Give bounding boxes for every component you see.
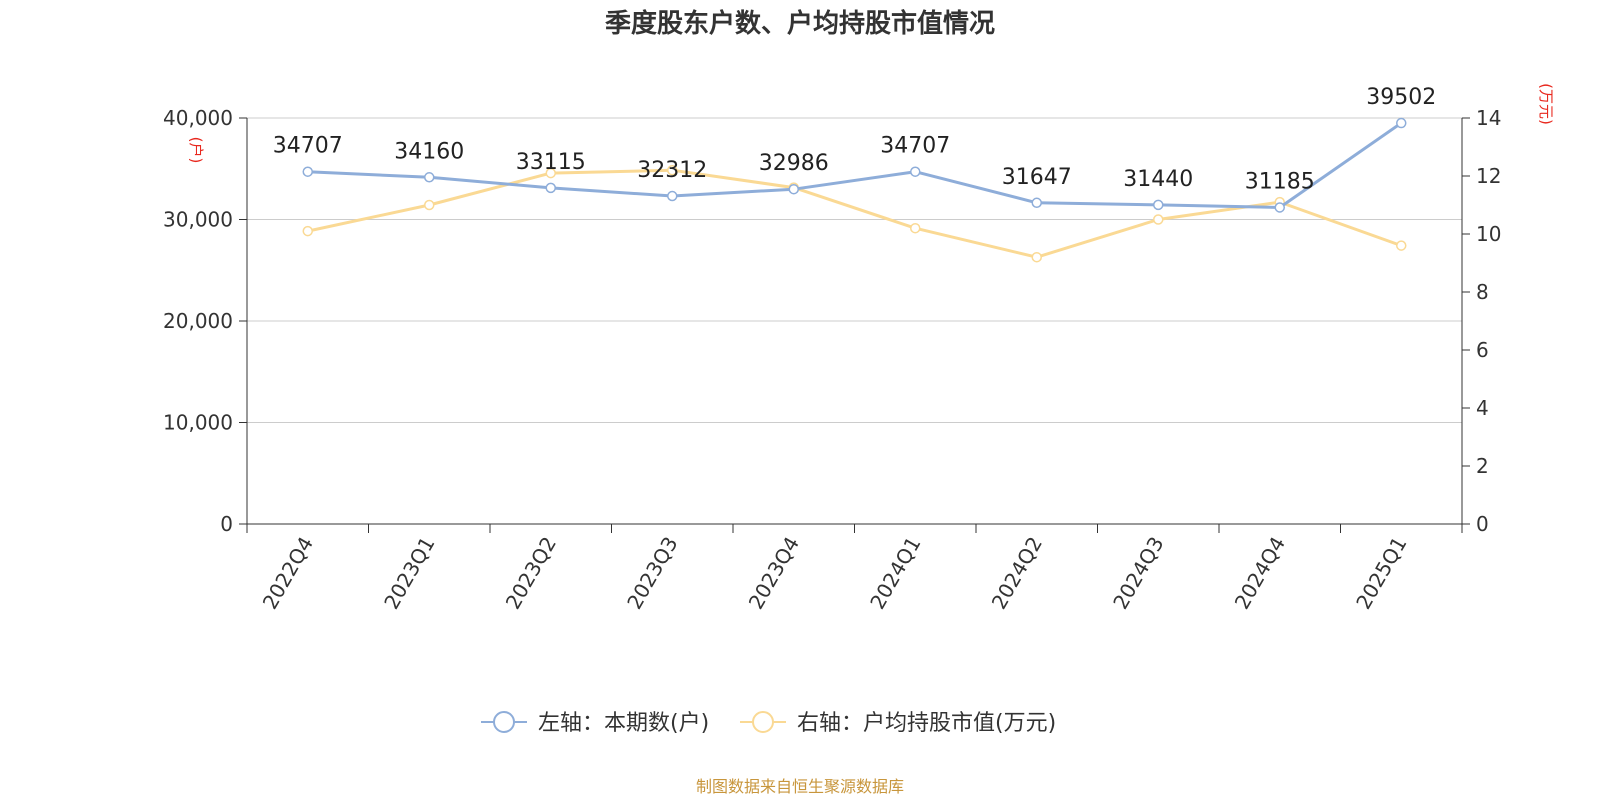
legend: 左轴：本期数(户) 右轴：户均持股市值(万元)	[481, 711, 1056, 736]
data-point-avg-value	[667, 164, 678, 176]
data-point-holders	[424, 172, 435, 183]
x-axis-tick-label: 2024Q3	[1108, 533, 1168, 614]
data-label: 39502	[1366, 85, 1436, 110]
data-point-avg-value	[910, 222, 921, 234]
x-axis-tick-label: 2025Q1	[1351, 533, 1411, 614]
x-axis-tick-label: 2024Q4	[1230, 533, 1290, 614]
data-point-holders	[1153, 199, 1164, 211]
right-axis-tick-label: 4	[1476, 396, 1489, 420]
right-axis-tick-label: 8	[1476, 280, 1489, 304]
data-point-avg-value	[424, 199, 435, 211]
data-label: 32312	[637, 158, 707, 183]
legend-label: 右轴：户均持股市值(万元)	[797, 711, 1056, 736]
data-point-holders	[910, 166, 921, 177]
series-layer	[302, 117, 1407, 263]
legend-item-avg-value: 右轴：户均持股市值(万元)	[740, 711, 1056, 736]
legend-item-holders: 左轴：本期数(户)	[481, 711, 709, 736]
data-point-holders	[1031, 197, 1042, 209]
chart-title: 季度股东户数、户均持股市值情况	[605, 8, 995, 39]
series-line-avg-value	[307, 168, 1402, 259]
right-axis-unit: (万元)	[1537, 83, 1555, 125]
left-axis-tick-label: 10,000	[163, 411, 233, 435]
left-axis-tick-label: 20,000	[163, 309, 233, 333]
data-point-avg-value	[302, 225, 313, 237]
left-axis-tick-label: 40,000	[163, 106, 233, 130]
right-axis-tick-label: 10	[1476, 222, 1501, 246]
data-label: 34160	[394, 139, 464, 164]
legend-marker-circle	[752, 711, 774, 733]
data-point-avg-value	[545, 167, 556, 179]
data-point-holders	[667, 190, 678, 202]
data-point-avg-value	[1396, 240, 1407, 251]
right-axis-tick-label: 6	[1476, 338, 1489, 362]
data-label: 34707	[273, 134, 343, 159]
left-axis-tick-label: 0	[220, 512, 233, 536]
x-axis-tick-label: 2022Q4	[258, 533, 318, 614]
data-label: 32986	[759, 151, 829, 176]
right-axis-tick-label: 12	[1476, 164, 1501, 188]
data-point-avg-value	[1031, 251, 1042, 263]
data-label: 34707	[880, 134, 950, 159]
data-point-avg-value	[1153, 214, 1164, 225]
data-label: 31185	[1245, 169, 1315, 194]
data-point-holders	[1396, 117, 1407, 129]
data-point-holders	[788, 183, 799, 195]
legend-marker-circle	[493, 711, 515, 733]
series-line-holders	[307, 121, 1403, 209]
x-axis-tick-label: 2023Q1	[379, 533, 439, 614]
data-point-holders	[302, 166, 313, 177]
grid	[247, 117, 1462, 423]
data-label: 31647	[1002, 165, 1072, 190]
left-axis-unit: (户)	[187, 137, 205, 164]
data-label: 33115	[516, 150, 586, 175]
x-axis-tick-label: 2023Q4	[744, 533, 804, 614]
x-axis-tick-label: 2023Q3	[622, 533, 682, 614]
data-point-holders	[545, 182, 556, 194]
data-label: 31440	[1123, 167, 1193, 192]
right-axis-tick-label: 14	[1476, 106, 1501, 130]
x-axis-tick-label: 2024Q2	[987, 533, 1047, 614]
x-axis-tick-label: 2023Q2	[501, 533, 561, 614]
right-axis-tick-label: 0	[1476, 512, 1489, 536]
data-point-holders	[1274, 202, 1285, 213]
x-axis-tick-label: 2024Q1	[865, 533, 925, 614]
left-axis-tick-label: 30,000	[163, 208, 233, 232]
legend-label: 左轴：本期数(户)	[538, 711, 709, 736]
right-axis-tick-label: 2	[1476, 454, 1489, 478]
source-note: 制图数据来自恒生聚源数据库	[696, 777, 904, 796]
data-labels: 34707 34160 33115 32312 32986 34707 31647 31440…	[273, 85, 1437, 194]
